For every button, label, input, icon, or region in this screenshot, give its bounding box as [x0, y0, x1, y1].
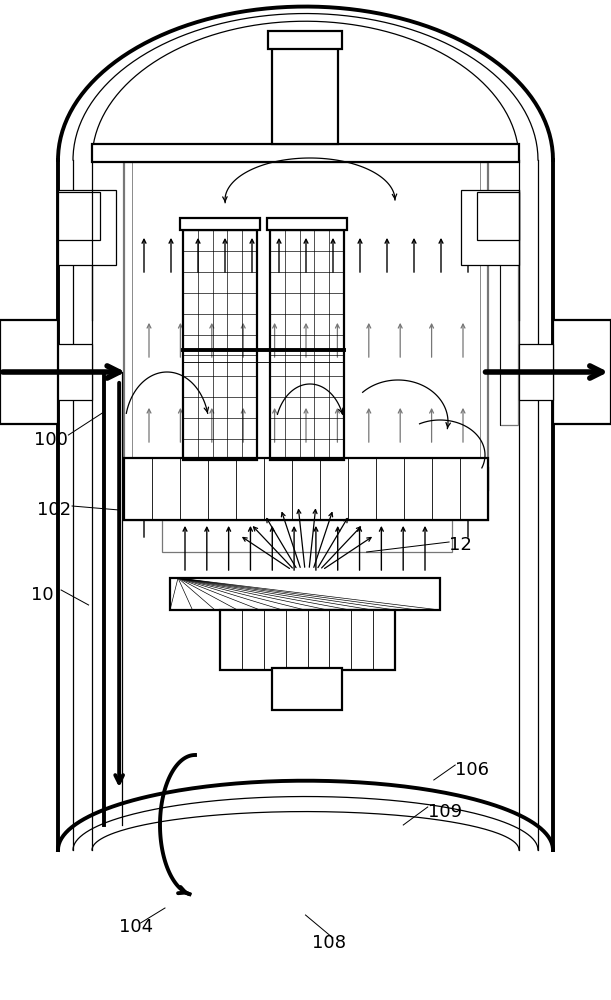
Bar — [183, 230, 257, 460]
Bar — [270, 230, 344, 460]
Text: 108: 108 — [312, 934, 346, 952]
Bar — [0, 320, 58, 424]
Bar — [180, 218, 260, 230]
Bar — [58, 192, 100, 240]
Bar — [272, 668, 342, 710]
Bar — [267, 218, 347, 230]
Text: 104: 104 — [119, 918, 153, 936]
Bar — [268, 31, 342, 49]
Bar — [124, 458, 488, 520]
Bar — [124, 468, 488, 490]
Bar — [58, 344, 92, 400]
Bar — [477, 192, 519, 240]
Bar — [519, 344, 553, 400]
Bar — [220, 610, 395, 670]
Text: 109: 109 — [428, 803, 462, 821]
Text: 12: 12 — [449, 536, 472, 554]
Bar — [92, 144, 519, 162]
Bar — [170, 578, 440, 610]
Text: 10: 10 — [31, 586, 53, 604]
Bar — [461, 190, 519, 265]
Bar — [162, 520, 452, 552]
Text: 102: 102 — [37, 501, 71, 519]
Bar — [58, 190, 116, 265]
Bar — [500, 220, 518, 425]
Bar — [272, 44, 338, 144]
Text: 100: 100 — [34, 431, 67, 449]
Text: 106: 106 — [455, 761, 489, 779]
Bar — [553, 320, 611, 424]
Bar — [124, 162, 488, 520]
